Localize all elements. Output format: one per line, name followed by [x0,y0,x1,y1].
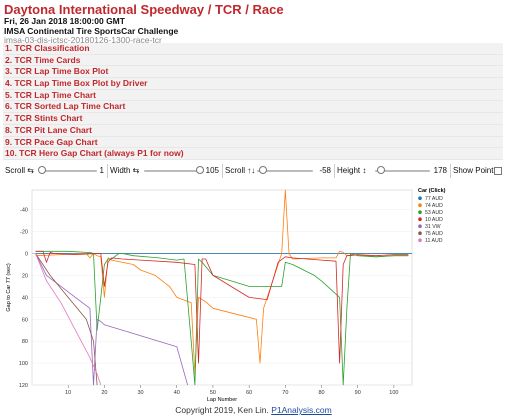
legend-swatch [418,231,422,235]
x-tick-label: 40 [174,390,180,396]
x-tick-label: 50 [210,390,216,396]
scroll-vertical-value: -58 [319,166,331,175]
legend-swatch [418,210,422,214]
legend-item[interactable]: 77 AUD [425,196,443,202]
y-tick-label: 100 [19,361,28,367]
scroll-vertical-label: Scroll ↑↓ [225,166,256,175]
x-tick-label: 100 [389,390,398,396]
x-tick-label: 20 [101,390,107,396]
x-tick-label: 80 [318,390,324,396]
chart-axes: -40 -20 0 20 40 60 80 100 120 10 20 30 40 50 60 70 80 90 1… [19,208,399,396]
height-knob[interactable] [377,166,385,174]
series-line-53-aud [35,250,409,386]
show-points-checkbox[interactable] [494,167,502,175]
menu-item-time-cards[interactable]: 2. TCR Time Cards [3,54,503,67]
series-line-11-aud [35,253,102,386]
menu-item-pit-lane-chart[interactable]: 8. TCR Pit Lane Chart [3,124,503,137]
menu-item-box-plot-by-driver[interactable]: 4. TCR Lap Time Box Plot by Driver [3,78,503,90]
legend-swatch [418,224,422,228]
y-tick-label: 120 [19,383,28,389]
menu-item-lap-time-box-plot[interactable]: 3. TCR Lap Time Box Plot [3,66,503,79]
height-value: 178 [433,166,447,175]
height-label: Height ↕ [337,166,367,175]
legend-swatch [418,203,422,207]
menu-item-hero-gap-chart[interactable]: 10. TCR Hero Gap Chart (always P1 for no… [3,148,503,160]
y-tick-label: 40 [22,295,28,301]
series-line-10-aud [35,250,409,364]
race-date: Fri, 26 Jan 2018 18:00:00 GMT [4,16,125,26]
scroll-horizontal-slider[interactable] [39,170,97,172]
legend-title: Car (Click) [418,188,446,194]
y-tick-label: 80 [22,339,28,345]
x-axis-label: Lap Number [207,397,237,403]
legend-item[interactable]: 10 AUD [425,217,443,223]
menu-item-pace-gap-chart[interactable]: 9. TCR Pace Gap Chart [3,136,503,149]
scroll-horizontal-value: 1 [99,166,104,175]
width-value: 105 [205,166,219,175]
width-label: Width ⇆ [110,166,140,175]
legend-item[interactable]: 74 AUD [425,203,443,209]
height-slider[interactable] [375,170,430,172]
x-tick-label: 90 [355,390,361,396]
width-control: Width ⇆ 105 [108,164,221,178]
menu-item-sorted-lap-time-chart[interactable]: 6. TCR Sorted Lap Time Chart [3,101,503,114]
chart-controls: Scroll ⇆ 1 Width ⇆ 105 Scroll ↑↓ -58 Hei… [3,164,504,178]
menu-item-classification[interactable]: 1. TCR Classification [3,43,503,55]
legend-item[interactable]: 75 AUD [425,231,443,237]
height-control: Height ↕ 178 [335,164,449,178]
legend-swatch [418,217,422,221]
scroll-vertical-slider[interactable] [257,170,313,172]
legend-item[interactable]: 31 VW [425,224,441,230]
chart-series [35,189,412,386]
y-axis-label: Gap to Car 77 (sec) [6,263,12,311]
scroll-horizontal-control: Scroll ⇆ 1 [3,164,106,178]
show-points-control: Show Points [451,164,504,178]
x-tick-label: 70 [282,390,288,396]
session-id: imsa-03-dis-ictsc-20180126-1300-race-tcr [4,35,162,45]
report-menu: 1. TCR Classification 2. TCR Time Cards … [3,43,503,160]
legend-item[interactable]: 11 AUD [425,238,443,244]
show-points-label: Show Points [453,166,498,175]
y-tick-label: 0 [25,252,28,258]
series-name: IMSA Continental Tire SportsCar Challeng… [4,26,179,36]
x-tick-label: 10 [65,390,71,396]
gap-chart: -40 -20 0 20 40 60 80 100 120 10 20 30 40 50 60 70 80 90 1… [6,188,446,403]
scroll-horizontal-label: Scroll ⇆ [5,166,34,175]
legend-swatch [418,238,422,242]
y-tick-label: 20 [22,273,28,279]
legend-swatch [418,196,422,200]
menu-item-stints-chart[interactable]: 7. TCR Stints Chart [3,113,503,125]
series-line-75-aud [35,253,98,386]
footer: Copyright 2019, Ken Lin. P1Analysis.com [0,405,507,415]
menu-item-lap-time-chart[interactable]: 5. TCR Lap Time Chart [3,89,503,102]
scroll-vertical-knob[interactable] [259,166,267,174]
series-line-31-vw [35,253,188,386]
series-line-74-aud [35,189,409,375]
y-tick-label: -40 [20,208,28,214]
x-tick-label: 30 [138,390,144,396]
scroll-vertical-control: Scroll ↑↓ -58 [223,164,333,178]
y-tick-label: -20 [20,230,28,236]
width-knob[interactable] [196,166,204,174]
y-tick-label: 60 [22,317,28,323]
p1analysis-link[interactable]: P1Analysis.com [271,405,332,415]
legend-item[interactable]: 53 AUD [425,210,443,216]
width-slider[interactable] [144,170,204,172]
x-tick-label: 60 [246,390,252,396]
copyright-text: Copyright 2019, Ken Lin. [175,405,269,415]
scroll-horizontal-knob[interactable] [38,166,46,174]
page-title: Daytona International Speedway / TCR / R… [4,2,284,17]
